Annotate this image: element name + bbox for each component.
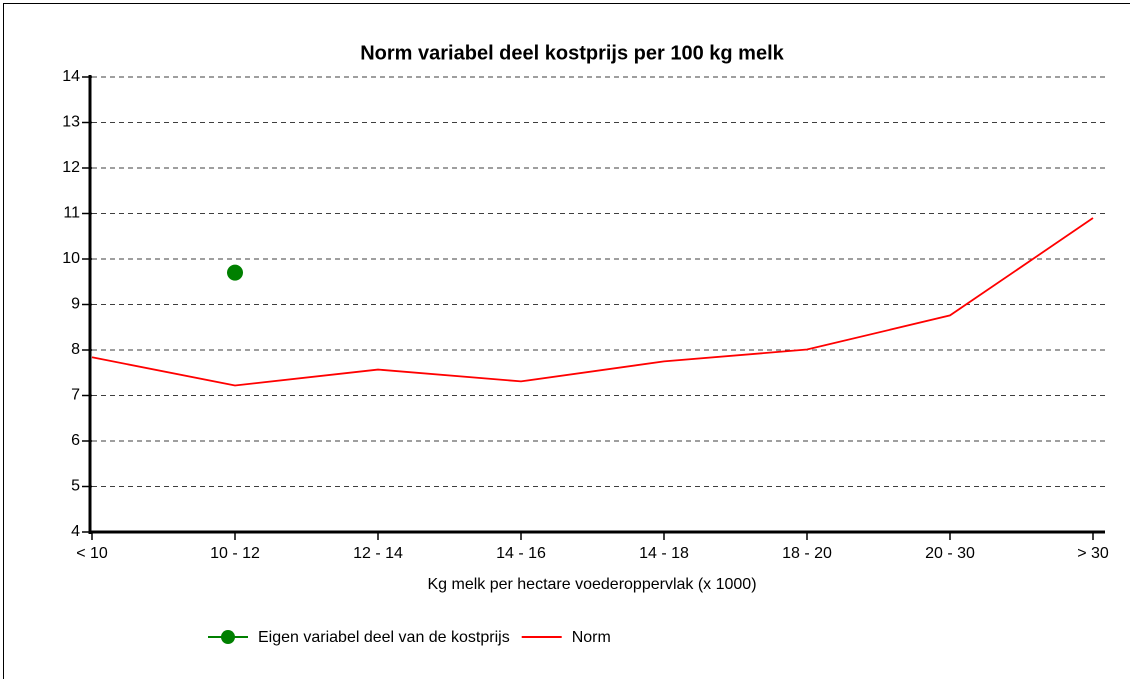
- y-tick-label: 7: [71, 387, 80, 404]
- x-tick-label: 20 - 30: [925, 545, 975, 562]
- x-tick-label: 10 - 12: [210, 545, 260, 562]
- x-tick-label: 14 - 16: [496, 545, 546, 562]
- legend-marker: [221, 630, 235, 644]
- x-tick-label: < 10: [76, 545, 108, 562]
- x-tick-label: 18 - 20: [782, 545, 832, 562]
- y-tick-label: 10: [62, 250, 80, 267]
- line: [91, 217, 1094, 387]
- legend-label: Norm: [572, 629, 611, 646]
- x-axis-label: Kg melk per hectare voederoppervlak (x 1…: [427, 576, 756, 593]
- y-tick-label: 4: [71, 523, 80, 540]
- y-tick-label: 5: [71, 478, 80, 495]
- point: [227, 264, 243, 281]
- y-tick-label: 11: [63, 205, 80, 222]
- y-tick-label: 8: [71, 341, 80, 358]
- frame: [3, 3, 1130, 679]
- chart-title: Norm variabel deel kostprijs per 100 kg …: [360, 42, 784, 64]
- y-tick-label: 12: [62, 159, 80, 176]
- y-tick-label: 9: [71, 296, 80, 313]
- y-tick-label: 14: [62, 68, 80, 85]
- legend-label: Eigen variabel deel van de kostprijs: [258, 629, 510, 646]
- x-tick-label: 12 - 14: [353, 545, 403, 562]
- y-tick-label: 6: [71, 432, 80, 449]
- x-tick-label: 14 - 18: [639, 545, 689, 562]
- x-tick-label: > 30: [1077, 545, 1109, 562]
- y-tick-label: 13: [62, 114, 80, 131]
